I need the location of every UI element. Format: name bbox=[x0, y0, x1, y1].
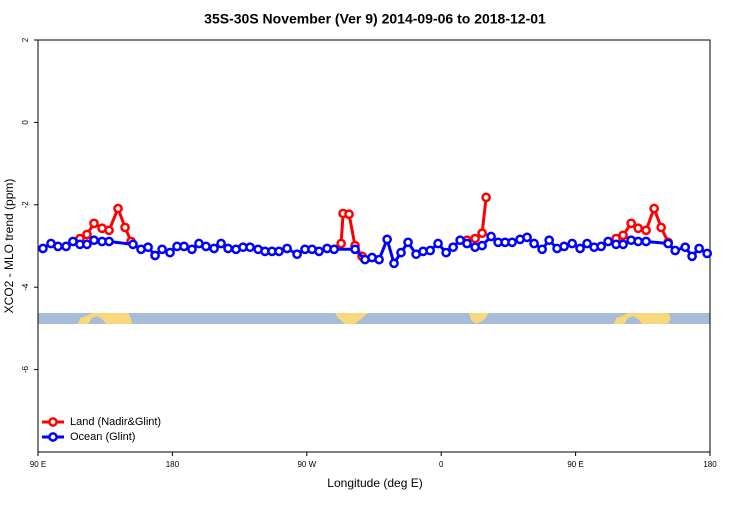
data-point bbox=[462, 238, 472, 249]
data-point bbox=[120, 222, 130, 233]
data-point bbox=[433, 238, 443, 249]
legend-marker bbox=[48, 432, 58, 442]
ocean-patch bbox=[624, 316, 642, 324]
data-point bbox=[680, 242, 691, 253]
data-point bbox=[567, 238, 578, 249]
x-tick-label: 90 W bbox=[297, 460, 316, 469]
data-point bbox=[382, 234, 392, 245]
data-point bbox=[389, 258, 399, 269]
x-tick-label: 90 E bbox=[567, 460, 583, 469]
data-point bbox=[694, 243, 704, 254]
data-point bbox=[209, 243, 219, 254]
data-point bbox=[618, 230, 628, 241]
data-point bbox=[314, 246, 324, 257]
data-point bbox=[165, 247, 175, 258]
legend-label: Land (Nadir&Glint) bbox=[70, 416, 161, 428]
data-point bbox=[575, 243, 585, 254]
y-tick-label: -4 bbox=[21, 283, 30, 291]
land-patch bbox=[335, 313, 368, 324]
data-point bbox=[245, 242, 255, 253]
legend-marker bbox=[48, 417, 58, 427]
data-point bbox=[537, 244, 547, 255]
data-point bbox=[529, 238, 539, 249]
data-point bbox=[61, 241, 71, 252]
data-point bbox=[292, 249, 302, 260]
land-patch bbox=[469, 313, 489, 324]
data-point bbox=[656, 222, 667, 233]
data-point bbox=[603, 236, 614, 247]
data-point bbox=[179, 241, 189, 252]
data-point bbox=[223, 243, 233, 254]
y-tick-label: 0 bbox=[21, 120, 30, 125]
data-point bbox=[201, 241, 211, 252]
x-tick-label: 90 E bbox=[30, 460, 46, 469]
data-point bbox=[641, 236, 651, 247]
data-point bbox=[89, 235, 99, 246]
data-point bbox=[633, 236, 644, 247]
data-point bbox=[38, 243, 48, 254]
data-point bbox=[626, 218, 637, 229]
data-point bbox=[596, 241, 606, 252]
data-point bbox=[641, 225, 651, 236]
ocean-strip bbox=[38, 313, 710, 324]
data-point bbox=[477, 228, 487, 239]
data-point bbox=[702, 248, 713, 259]
y-axis-label: XCO2 - MLO trend (ppm) bbox=[2, 179, 16, 314]
data-point bbox=[582, 238, 592, 249]
data-point bbox=[282, 243, 292, 254]
plot-frame bbox=[37, 39, 711, 453]
data-point bbox=[82, 229, 92, 240]
data-point bbox=[128, 239, 138, 250]
data-point bbox=[396, 247, 406, 258]
ocean-patch bbox=[88, 316, 106, 324]
data-point bbox=[687, 251, 697, 262]
x-tick-label: 180 bbox=[703, 460, 717, 469]
chart-title: 35S-30S November (Ver 9) 2014-09-06 to 2… bbox=[204, 11, 546, 27]
data-point bbox=[633, 223, 644, 234]
data-point bbox=[104, 236, 114, 247]
data-point bbox=[448, 242, 458, 253]
data-point bbox=[522, 232, 532, 243]
x-tick-label: 0 bbox=[439, 460, 444, 469]
y-tick-label: 2 bbox=[21, 37, 30, 42]
data-point bbox=[350, 244, 360, 255]
data-point bbox=[670, 245, 681, 256]
data-point bbox=[187, 244, 197, 255]
data-point bbox=[486, 231, 496, 242]
data-point bbox=[89, 218, 99, 229]
data-point bbox=[336, 238, 346, 249]
data-point bbox=[618, 239, 628, 250]
data-point bbox=[663, 238, 674, 249]
data-point bbox=[470, 233, 480, 244]
data-point bbox=[425, 245, 435, 256]
data-point bbox=[477, 240, 487, 251]
data-point bbox=[403, 237, 413, 248]
data-point bbox=[104, 225, 114, 236]
data-point bbox=[82, 239, 92, 250]
data-point bbox=[150, 250, 160, 261]
data-point bbox=[344, 209, 354, 220]
data-point bbox=[113, 203, 123, 214]
land-ocean-strip bbox=[38, 313, 710, 324]
data-point bbox=[649, 203, 659, 214]
data-point bbox=[481, 192, 491, 203]
data-point bbox=[559, 241, 569, 252]
data-point bbox=[53, 241, 63, 252]
data-point bbox=[329, 244, 339, 255]
legend-label: Ocean (Glint) bbox=[70, 431, 135, 443]
x-axis-label: Longitude (deg E) bbox=[327, 476, 422, 490]
data-point bbox=[507, 237, 517, 248]
data-point bbox=[374, 254, 384, 265]
x-tick-label: 180 bbox=[166, 460, 180, 469]
data-point bbox=[274, 246, 284, 257]
data-point bbox=[143, 242, 153, 253]
y-tick-label: -2 bbox=[21, 201, 30, 209]
data-point bbox=[544, 235, 555, 246]
data-point bbox=[441, 247, 451, 258]
data-point bbox=[157, 244, 167, 255]
data-point bbox=[216, 238, 226, 249]
y-tick-label: -6 bbox=[21, 365, 30, 373]
